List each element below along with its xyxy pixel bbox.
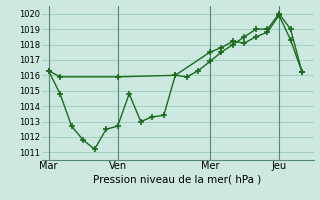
X-axis label: Pression niveau de la mer( hPa ): Pression niveau de la mer( hPa ): [93, 174, 262, 184]
